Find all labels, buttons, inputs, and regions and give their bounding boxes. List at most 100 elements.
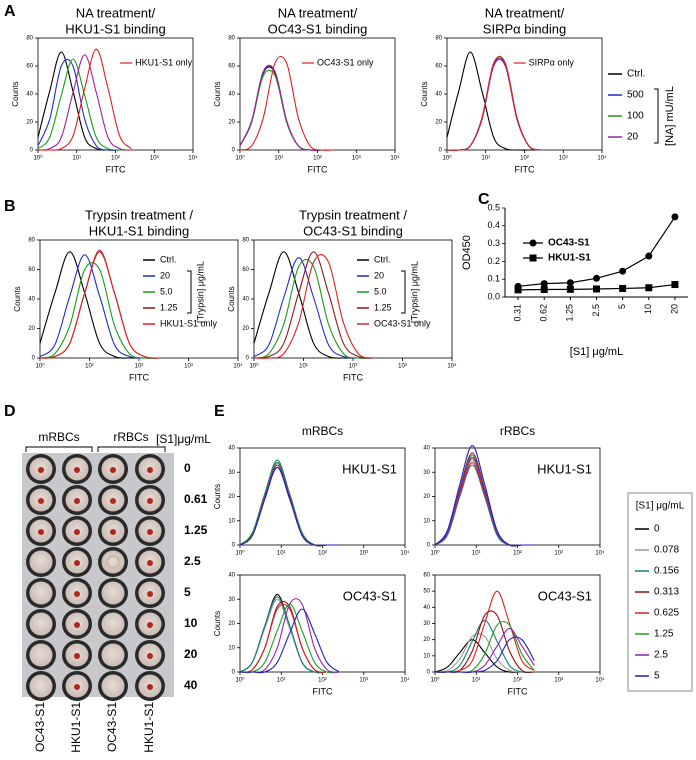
histogram-curve [239,64,334,151]
histogram-curve [434,619,535,674]
x-tick-label: 10 [643,304,653,314]
histogram-curve [239,600,340,673]
data-point [619,284,627,292]
x-tick-label: 10⁴ [595,677,605,684]
y-tick-label: 80 [435,36,442,42]
x-tick-label: 10³ [359,678,368,684]
y-tick-label: 0 [232,543,236,549]
x-tick-label: 1.25 [565,304,575,322]
panel-label: A [4,3,16,20]
y-tick-label: 40 [423,446,430,452]
y-tick-label: 10 [228,645,235,651]
data-point [619,267,627,275]
chart-title: NA treatment/ [76,5,156,20]
rbc-button [110,529,116,535]
y-tick-label: 0.0 [487,291,500,301]
y-tick-label: 20 [423,494,430,500]
plate-group-label: rRBCs [113,430,148,444]
x-axis-label: FITC [515,164,535,174]
x-tick-label: 10⁴ [390,155,400,162]
histogram-curve [435,636,535,673]
x-tick-label: 10² [318,678,327,684]
y-tick-label: 0 [32,356,36,362]
y-tick-label: 60 [28,267,35,273]
plot-frame [239,37,396,151]
y-axis-label: Counts [420,81,429,106]
legend-label: Ctrl. [160,254,177,264]
histogram-curve [434,452,535,547]
chart-title: HKU1-S1 binding [65,21,165,36]
histogram-curve [37,54,132,151]
x-tick-label: 10² [318,551,327,557]
y-tick-label: 0.2 [487,256,500,266]
histogram-curve [435,627,535,674]
column-label: HKU1-S1 [142,702,156,753]
y-tick-label: 0.3 [487,238,500,248]
rbc-button [147,529,153,535]
rbc-button [38,498,44,504]
x-tick-label: 10⁰ [430,677,440,684]
rbc-button [74,622,80,628]
y-tick-label: 0.1 [487,274,500,284]
x-tick-label: 10¹ [274,156,283,162]
y-tick-label: 30 [228,597,235,603]
row-label: 1.25 [184,523,208,537]
histogram-curve [39,249,160,359]
data-point [593,285,600,293]
row-label: 0.61 [184,492,208,506]
histogram-curve [39,261,160,359]
y-tick-label: 0 [232,670,236,676]
legend-bracket [187,270,192,314]
legend-label: 0.625 [654,608,679,619]
y-tick-label: 0 [30,148,34,154]
x-tick-label: 10⁴ [188,155,198,162]
x-tick-label: 10¹ [85,364,94,370]
y-tick-label: 40 [228,573,235,579]
y-tick-label: 20 [242,326,249,332]
y-tick-label: 40 [423,605,430,611]
well [101,550,125,574]
legend-group-label: [NA] mU/mL [664,86,676,146]
y-tick-label: 20 [228,494,235,500]
x-tick-label: 10² [111,156,120,162]
chart-title: Trypsin treatment / [85,207,193,222]
histogram-curve [239,64,334,151]
plot-label: HKU1-S1 [342,461,397,476]
legend-label: Ctrl. [374,254,391,264]
x-tick-label: 10³ [559,156,568,162]
histogram-curve [434,454,535,547]
rbc-button [110,498,116,504]
legend-label: 0.078 [654,545,679,556]
x-tick-label: 10⁰ [430,550,440,557]
y-axis-label: Counts [227,286,236,311]
rbc-button [147,653,153,659]
x-tick-label: 20 [669,304,679,314]
panel-label: C [478,191,490,208]
histogram-curve [240,608,340,674]
histogram-curve [239,464,340,547]
y-tick-label: 0 [427,543,431,549]
plot-label: OC43-S1 [343,588,397,603]
x-tick-label: 10⁴ [597,155,607,162]
histogram-curve [239,466,340,547]
y-tick-label: 60 [435,64,442,70]
x-tick-label: 10⁰ [235,155,245,162]
data-point [671,213,679,221]
rbc-button [110,467,116,473]
data-point [514,286,522,294]
x-axis-label: FITC [313,686,333,696]
y-tick-label: 80 [228,36,235,42]
annotation: HKU1-S1 only [135,57,193,67]
y-tick-label: 50 [423,589,430,595]
x-axis-label: [S1] μg/mL [570,346,623,358]
legend-label: 20 [627,132,639,143]
data-point [645,284,653,292]
panel-label: E [214,403,225,420]
x-tick-label: 10² [513,678,522,684]
x-axis-label: FITC [129,372,149,382]
plot-frame [446,37,603,151]
y-tick-label: 60 [423,573,430,579]
x-tick-label: 10² [349,364,358,370]
x-tick-label: 10² [520,156,529,162]
rbc-button [74,591,80,597]
